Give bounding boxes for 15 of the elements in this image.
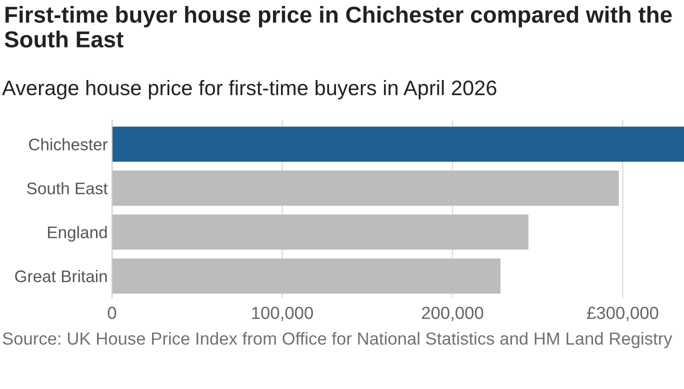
y-tick-label: England	[48, 226, 107, 242]
x-tick-label: 100,000	[252, 306, 313, 322]
x-tick-label: 0	[108, 306, 116, 320]
y-tick-label: Chichester	[29, 138, 108, 150]
chart-subtitle: Average house price for first-time buyers in April 2026	[2, 80, 496, 100]
source-note: Source: UK House Price Index from Office for National Statistics and HM Land Registry	[2, 332, 672, 348]
bar	[112, 214, 528, 250]
y-tick-label: Great Britain	[15, 270, 107, 282]
bar	[112, 170, 619, 206]
bar	[112, 126, 684, 162]
x-tick-label: £300,000	[587, 306, 658, 322]
bar	[112, 258, 500, 294]
y-tick-label: South East	[27, 182, 108, 194]
x-tick-label: 200,000	[422, 306, 484, 322]
chart-title: First-time buyer house price in Chichester compared with the South East	[4, 6, 672, 48]
